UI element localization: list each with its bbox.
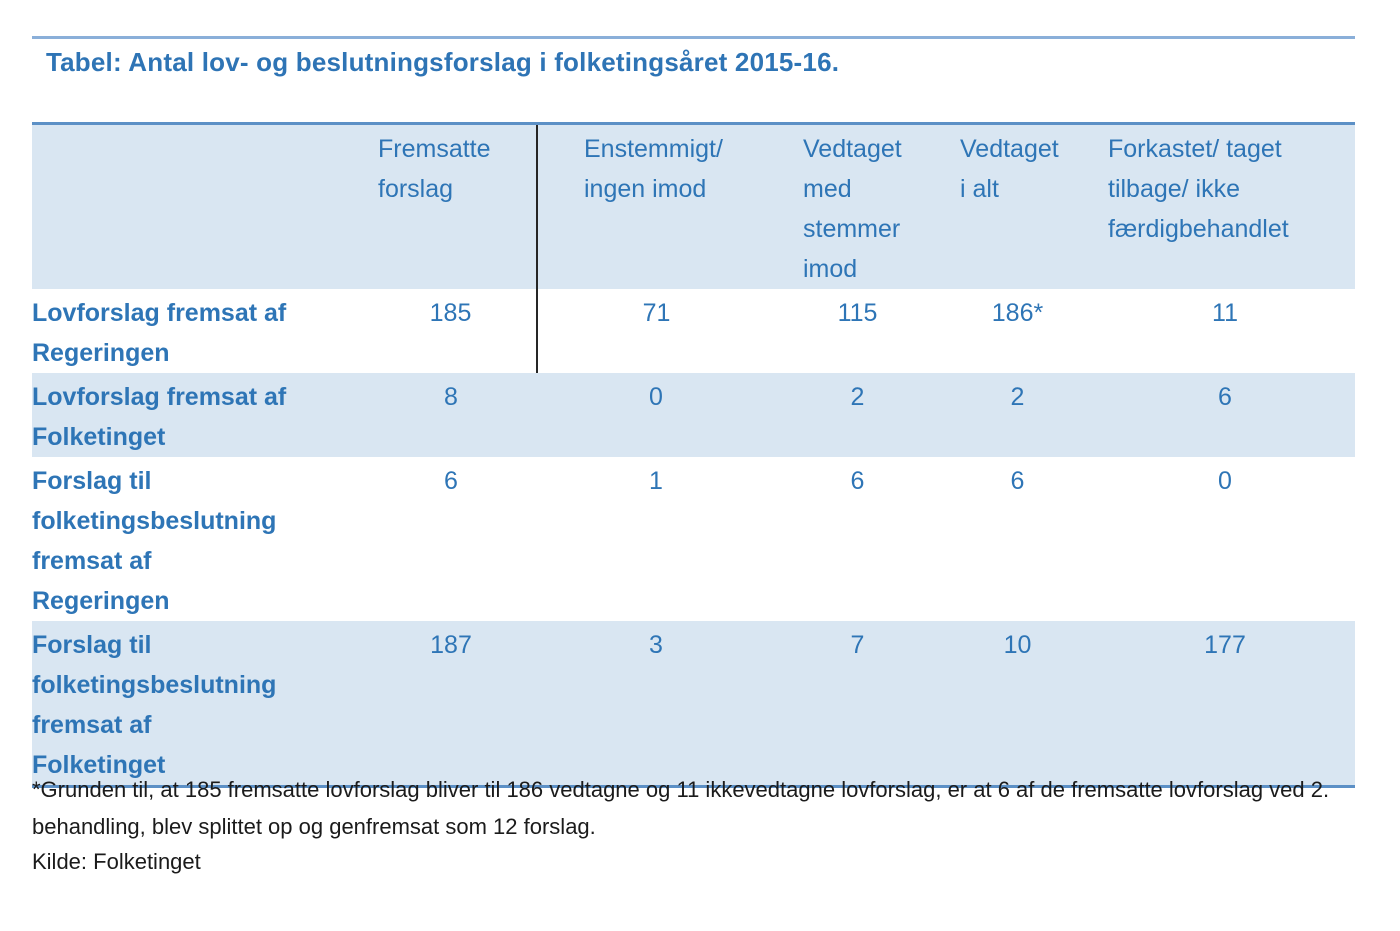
header-line: Vedtaget (960, 135, 1059, 163)
value-cell: 6 (1010, 467, 1025, 495)
label-line: Folketinget (32, 423, 166, 451)
value-cell: 1 (649, 467, 663, 495)
value-cell: 115 (837, 299, 878, 327)
value-cell: 11 (1212, 299, 1238, 327)
label-line: folketingsbeslutning (32, 671, 277, 699)
label-line: fremsat af (32, 711, 152, 739)
header-line: med (803, 175, 852, 203)
label-line: Regeringen (32, 339, 170, 367)
header-line: tilbage/ ikke (1108, 175, 1241, 203)
label-line: Forslag til (32, 631, 152, 659)
header-line: Fremsatte (378, 135, 491, 163)
column-header-enstemmigt: Enstemmigt/ ingen imod (537, 123, 775, 289)
page-title: Tabel: Antal lov- og beslutningsforslag … (46, 47, 840, 77)
label-line: Forslag til (32, 467, 152, 495)
value-cell: 2 (850, 383, 865, 411)
row-label: Forslag til folketingsbeslutning fremsat… (32, 621, 365, 787)
title-top-rule (32, 36, 1355, 39)
label-line: Regeringen (32, 587, 170, 615)
header-line: ingen imod (584, 175, 707, 203)
header-line: stemmer (803, 215, 901, 243)
proposals-table: Fremsatte forslag Enstemmigt/ ingen imod… (32, 122, 1355, 788)
source-line: Kilde: Folketinget (32, 849, 201, 874)
value-cell: 2 (1010, 383, 1025, 411)
value-cell: 10 (1003, 631, 1032, 659)
header-line: Vedtaget (803, 135, 902, 163)
value-cell: 6 (850, 467, 865, 495)
value-cell: 6 (1218, 383, 1232, 411)
label-line: fremsat af (32, 547, 152, 575)
value-cell: 8 (444, 383, 458, 411)
value-cell: 3 (649, 631, 663, 659)
row-label: Lovforslag fremsat af Folketinget (32, 373, 365, 457)
table-row: Lovforslag fremsat af Folketinget 8 0 2 … (32, 373, 1355, 457)
value-cell: 7 (850, 631, 865, 659)
value-cell: 186* (991, 299, 1044, 327)
row-label: Forslag til folketingsbeslutning fremsat… (32, 457, 365, 621)
value-cell: 187 (430, 631, 472, 659)
column-header-forkastet: Forkastet/ taget tilbage/ ikke færdigbeh… (1095, 123, 1355, 289)
value-cell: 0 (1218, 467, 1232, 495)
table-header-row: Fremsatte forslag Enstemmigt/ ingen imod… (32, 123, 1355, 289)
label-line: Folketinget (32, 751, 166, 779)
header-line: forslag (378, 175, 454, 203)
value-cell: 71 (642, 299, 671, 327)
label-line: folketingsbeslutning (32, 507, 277, 535)
column-header-fremsatte-forslag: Fremsatte forslag (365, 123, 538, 289)
table-row: Forslag til folketingsbeslutning fremsat… (32, 621, 1355, 787)
label-line: Lovforslag fremsat af (32, 383, 287, 411)
column-header-vedtaget-med-stemmer-imod: Vedtaget med stemmer imod (775, 123, 940, 289)
header-line: Enstemmigt/ (584, 135, 723, 163)
value-cell: 0 (649, 383, 663, 411)
table-row: Forslag til folketingsbeslutning fremsat… (32, 457, 1355, 621)
column-header-empty (32, 123, 365, 289)
header-line: færdigbehandlet (1108, 215, 1289, 243)
row-label: Lovforslag fremsat af Regeringen (32, 289, 365, 373)
label-line: Lovforslag fremsat af (32, 299, 287, 327)
value-cell: 185 (365, 289, 538, 373)
header-line: Forkastet/ taget (1108, 135, 1282, 163)
value-cell: 177 (1204, 631, 1246, 659)
table-row: Lovforslag fremsat af Regeringen 185 71 … (32, 289, 1355, 373)
header-line: i alt (960, 175, 999, 203)
header-line: imod (803, 255, 858, 283)
column-header-vedtaget-i-alt: Vedtaget i alt (940, 123, 1095, 289)
value-cell: 6 (444, 467, 458, 495)
footnote-text: *Grunden til, at 185 fremsatte lovforsla… (32, 777, 1330, 839)
